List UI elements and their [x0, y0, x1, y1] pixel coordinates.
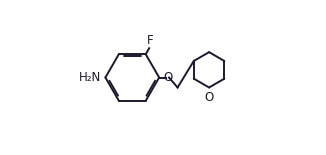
Text: F: F: [147, 34, 153, 47]
Text: O: O: [204, 91, 214, 104]
Text: O: O: [163, 71, 172, 84]
Text: H₂N: H₂N: [79, 71, 102, 84]
